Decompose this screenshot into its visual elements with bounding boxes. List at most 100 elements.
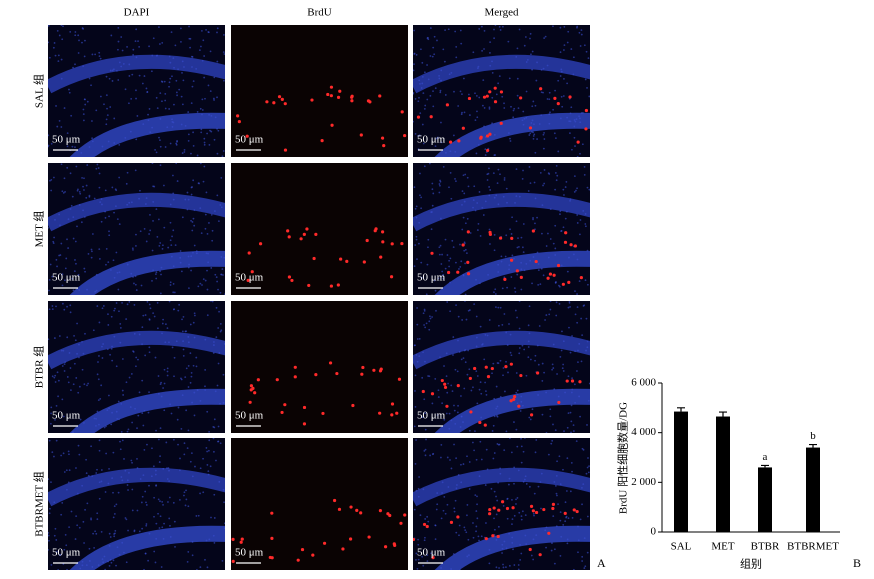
nucleus — [204, 338, 207, 341]
nucleus — [489, 64, 492, 67]
nucleus — [158, 461, 161, 463]
nucleus — [462, 77, 465, 80]
nucleus — [95, 532, 98, 535]
scale-label: 50 μm — [235, 272, 264, 284]
nucleus — [570, 48, 573, 50]
nucleus — [69, 304, 72, 307]
brdu-cell — [536, 371, 540, 375]
nucleus — [76, 225, 78, 228]
nucleus — [552, 367, 555, 369]
nucleus — [540, 114, 543, 117]
nucleus — [529, 259, 532, 262]
nucleus — [128, 75, 131, 77]
nucleus — [494, 25, 497, 27]
nucleus — [101, 203, 103, 206]
nucleus — [532, 100, 535, 103]
nucleus — [427, 375, 429, 377]
nucleus — [182, 354, 185, 357]
nucleus — [560, 535, 563, 538]
nucleus — [96, 373, 99, 376]
nucleus — [529, 182, 532, 185]
nucleus — [475, 94, 478, 97]
nucleus — [478, 388, 481, 391]
nucleus — [200, 131, 203, 134]
nucleus — [508, 532, 511, 535]
nucleus — [484, 200, 487, 203]
nucleus — [576, 26, 578, 29]
nucleus — [169, 77, 172, 80]
brdu-cell — [249, 384, 254, 388]
nucleus — [414, 462, 417, 465]
nucleus — [58, 120, 61, 122]
nucleus — [144, 490, 147, 493]
brdu-cell — [283, 403, 287, 407]
brdu-cell — [246, 278, 250, 282]
nucleus — [159, 139, 161, 142]
nucleus — [487, 274, 489, 276]
nucleus — [163, 368, 166, 371]
brdu-cell — [531, 229, 535, 233]
nucleus — [173, 291, 176, 294]
nucleus — [166, 126, 169, 129]
nucleus — [50, 189, 53, 192]
nucleus — [66, 336, 69, 339]
nucleus — [187, 341, 190, 344]
nucleus — [82, 185, 84, 188]
nucleus — [422, 488, 425, 491]
nucleus — [423, 324, 426, 326]
nucleus — [166, 374, 169, 377]
nucleus — [509, 333, 512, 336]
nucleus — [569, 306, 571, 308]
brdu-cell — [515, 269, 519, 273]
scale-label: 50 μm — [417, 272, 446, 284]
nucleus — [145, 504, 148, 506]
nucleus — [210, 267, 213, 269]
nucleus — [574, 145, 576, 147]
nucleus — [429, 317, 432, 320]
nucleus — [91, 53, 94, 56]
brdu-cell — [314, 373, 318, 377]
nucleus — [176, 180, 179, 182]
nucleus — [427, 238, 430, 241]
brdu-cell — [422, 522, 427, 527]
nucleus — [125, 518, 128, 521]
nucleus — [175, 163, 178, 165]
nucleus — [118, 223, 121, 226]
nucleus — [116, 271, 119, 274]
nucleus — [527, 190, 530, 192]
nucleus — [196, 111, 199, 113]
nucleus — [488, 167, 490, 170]
nucleus — [48, 534, 50, 537]
brdu-cell — [351, 403, 355, 408]
nucleus — [91, 233, 94, 235]
nucleus — [152, 312, 155, 315]
micrograph: 50 μm — [231, 438, 408, 570]
nucleus — [530, 130, 533, 133]
nucleus — [199, 399, 202, 402]
brdu-cell — [486, 375, 491, 379]
nucleus — [163, 382, 166, 385]
nucleus — [542, 147, 545, 150]
nucleus — [474, 209, 477, 212]
nucleus — [63, 548, 66, 551]
nucleus — [119, 440, 121, 443]
nucleus — [101, 357, 104, 359]
scale-label: 50 μm — [235, 547, 264, 559]
nucleus — [493, 397, 496, 400]
nucleus — [53, 376, 56, 379]
nucleus — [538, 325, 541, 327]
nucleus — [63, 363, 66, 366]
brdu-cell — [390, 402, 395, 406]
nucleus — [580, 360, 583, 363]
nucleus — [451, 239, 454, 242]
nucleus — [95, 417, 97, 420]
nucleus — [560, 264, 563, 267]
nucleus — [473, 449, 475, 452]
nucleus — [524, 534, 527, 537]
nucleus — [148, 233, 150, 235]
nucleus — [120, 36, 123, 38]
nucleus — [521, 344, 524, 347]
nucleus — [557, 395, 560, 398]
nucleus — [552, 242, 555, 245]
nucleus — [506, 517, 509, 520]
